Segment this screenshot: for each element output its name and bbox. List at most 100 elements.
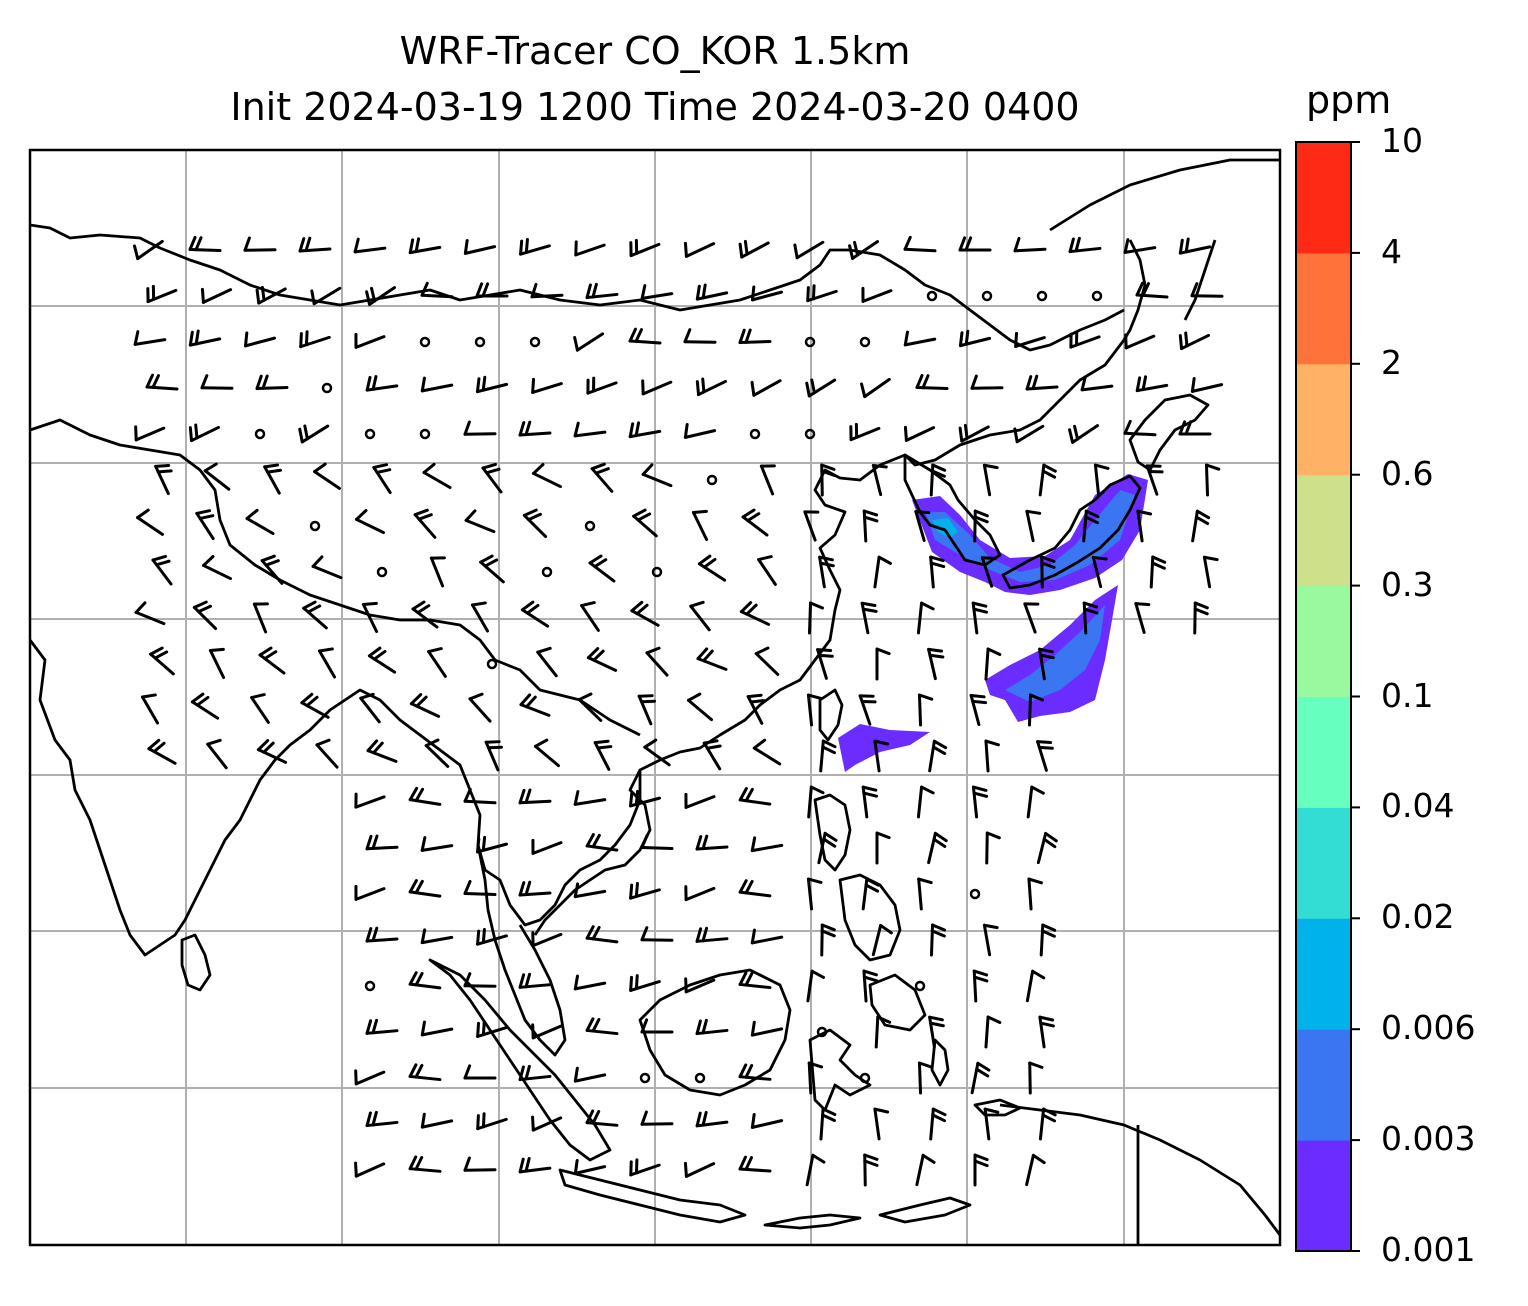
wind-barb [313,462,341,490]
wind-barb [805,378,837,398]
wind-barb [252,602,269,634]
coastline-sulawesi [808,1028,872,1112]
wind-barb [637,694,656,726]
wind-barb [260,554,284,585]
wind-barb [586,647,618,672]
wind-barb [804,428,816,440]
wind-barb [1028,1061,1044,1095]
wind-barb [1093,463,1110,497]
wind-barb [917,1061,934,1095]
wind-barb [146,284,178,304]
wind-barb [354,792,386,809]
wind-barb [474,336,486,348]
wind-barb [1027,693,1045,727]
tracer-core [932,518,958,538]
coastline-russia-mongolia [30,223,1125,352]
colorbar-tick-label: 0.04 [1381,786,1455,826]
colorbar-bin-6 [1296,474,1351,587]
wind-barb [816,1026,828,1038]
wind-barb [917,693,934,727]
wind-barb [859,1072,871,1084]
wind-barb [463,238,497,255]
wind-barb [706,474,718,486]
wind-barb [534,738,560,768]
wind-barb [632,508,658,538]
wind-barb [318,647,336,679]
wind-barb [1025,969,1046,1003]
wind-barb [408,879,442,898]
wind-barb [468,692,492,723]
wind-barb [1149,555,1167,589]
wind-barb [420,1112,454,1129]
wind-barb [1068,236,1102,254]
wind-barb [970,374,1004,390]
wind-barb [757,555,777,586]
wind-barb [929,923,947,957]
wind-barb [315,738,339,769]
wind-barb [365,926,399,943]
wind-barb [746,693,766,725]
wind-barb [1069,330,1101,349]
wind-barb [683,241,716,258]
wind-barb [573,332,605,352]
wind-barb [684,977,716,994]
wind-barb [520,600,550,628]
wind-barb [250,693,270,724]
wind-barb [696,647,728,671]
colorbar-bin-9 [1296,142,1351,254]
wind-barb [750,1020,784,1037]
wind-barb [806,969,825,1003]
wind-barb [927,647,945,681]
wind-barb [793,240,825,260]
wind-barb [408,237,442,255]
wind-barb [518,1156,552,1174]
wind-barb [818,555,835,589]
wind-barb [588,554,616,583]
wind-barb [806,877,823,911]
wind-barb [359,692,381,724]
wind-barb [354,1161,386,1178]
wind-barb [531,931,563,948]
wind-barb [645,646,669,677]
wind-barb [463,787,497,805]
wind-barb [820,923,836,957]
wind-barb [1038,1107,1057,1141]
colorbar-bin-3 [1296,807,1351,919]
colorbar-tick-label: 0.6 [1381,453,1434,493]
colorbar-bin-5 [1296,585,1351,697]
colorbar-tick-label: 0.006 [1381,1008,1476,1048]
wind-barb [243,236,277,252]
wind-barb [361,601,379,633]
wind-barb [134,425,166,442]
wind-barb [136,508,164,536]
wind-barb [1193,601,1209,635]
wind-barb [479,554,505,584]
coastline-seram [973,1098,1022,1117]
wind-barb [981,290,993,302]
wind-barb [1036,290,1048,302]
wind-barb [1025,509,1042,543]
coastline-indochina [344,688,642,927]
wind-barb [299,330,331,349]
wind-barb [365,375,399,392]
wind-barb [573,974,607,991]
wind-barb [848,240,879,260]
wind-barb [738,879,772,898]
tracer-plume-south [838,724,930,772]
wind-barb [750,1112,784,1129]
wind-barb [188,329,222,347]
wind-barb [244,331,276,348]
wind-barb [309,520,321,532]
wind-barb [354,884,386,901]
wind-barb [364,980,376,992]
wind-barb [409,693,441,718]
wind-barb [1036,831,1058,865]
wind-barb [1135,375,1169,393]
wind-barb [1124,333,1156,350]
wind-barb [1123,238,1157,254]
coastline-mindanao [868,973,927,1032]
wind-barb [641,463,673,488]
wind-barb [984,1015,1002,1049]
wind-barb [353,237,387,254]
wind-barb [1013,236,1047,253]
